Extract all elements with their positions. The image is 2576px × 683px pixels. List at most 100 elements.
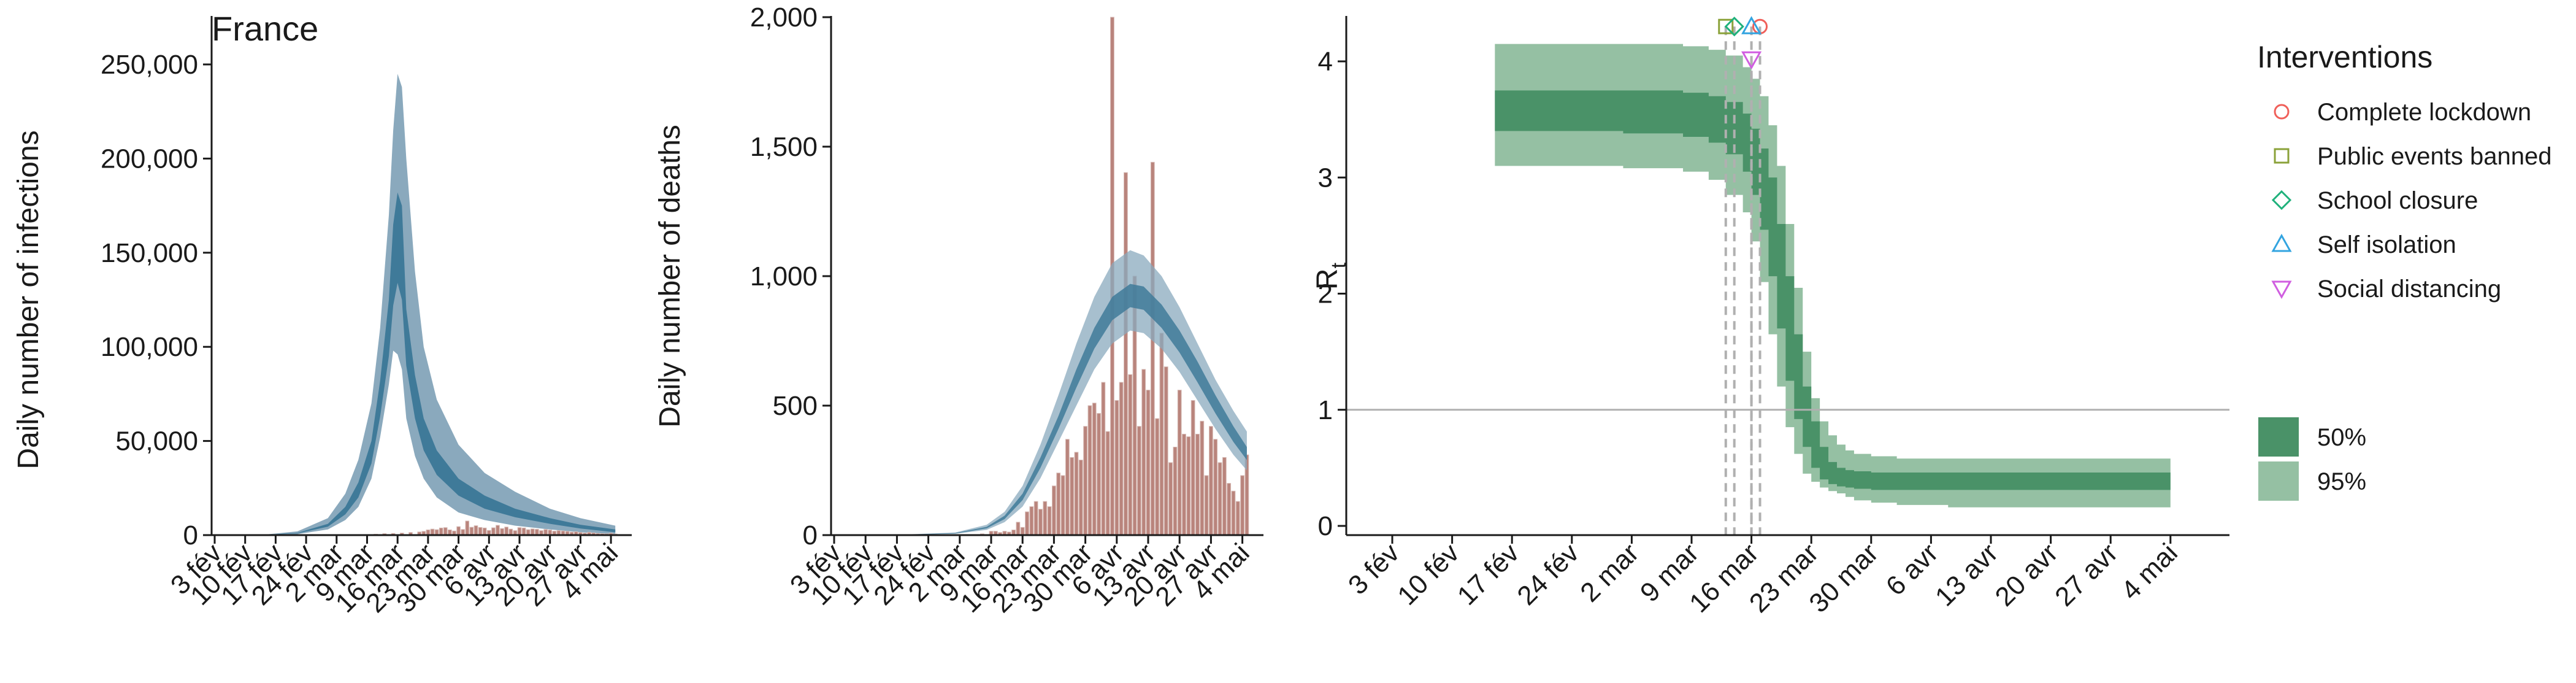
- legend-marker: [2274, 148, 2290, 164]
- death-bar: [1190, 400, 1195, 536]
- y-tick-label: 1,000: [750, 261, 818, 291]
- y-tick-label: 1: [1318, 395, 1333, 425]
- death-bar: [1051, 485, 1056, 536]
- y-axis-title: Rt: [1311, 262, 1351, 290]
- death-bar: [1070, 457, 1075, 536]
- y-tick-label: 0: [1318, 511, 1333, 541]
- death-bar: [1168, 462, 1173, 536]
- legend-band-label: 50%: [2317, 424, 2366, 451]
- x-tick-label: 13 avr: [1930, 538, 2004, 612]
- death-bar: [1016, 522, 1021, 536]
- y-tick-label: 2,000: [750, 2, 818, 33]
- legend-label: Complete lockdown: [2317, 99, 2531, 126]
- death-bar: [1217, 462, 1222, 536]
- death-bar: [1163, 366, 1168, 536]
- death-bar: [1065, 439, 1070, 536]
- legend-marker: [2271, 280, 2292, 299]
- death-bar: [1101, 382, 1106, 536]
- x-tick-label: 27 avr: [2049, 538, 2123, 612]
- case-bar: [504, 527, 509, 536]
- death-bar: [1208, 426, 1213, 536]
- legend: Interventions Complete lockdown Public eve…: [2257, 40, 2552, 501]
- legend-band-label: 95%: [2317, 468, 2366, 495]
- x-tick-label: 2 mar: [1574, 538, 1644, 608]
- y-axis-title-main: R: [1311, 268, 1344, 290]
- x-tick-label: 24 fév: [1511, 538, 1584, 611]
- death-bar: [1033, 501, 1038, 536]
- death-bar: [1222, 457, 1227, 536]
- case-bar: [521, 527, 526, 536]
- death-bar: [1020, 527, 1025, 536]
- case-bar: [443, 527, 448, 536]
- legend-band-swatch: [2258, 461, 2299, 501]
- legend-label: Public events banned: [2317, 143, 2552, 170]
- legend-marker: [2271, 233, 2292, 252]
- y-tick-label: 50,000: [115, 426, 198, 457]
- intervention-marker: [1724, 17, 1744, 37]
- death-bar: [1074, 452, 1079, 536]
- legend-title: Interventions: [2257, 40, 2432, 74]
- death-bar: [1182, 433, 1186, 536]
- death-bar: [1213, 439, 1218, 536]
- y-tick-label: 2: [1318, 279, 1333, 309]
- death-bar: [1141, 369, 1146, 536]
- legend-band-swatch: [2258, 417, 2299, 457]
- x-tick-label: 17 fév: [1452, 538, 1525, 611]
- y-tick-label: 1,500: [750, 132, 818, 162]
- death-bar: [1114, 400, 1119, 536]
- case-bar: [482, 527, 487, 536]
- death-bar: [1119, 382, 1124, 536]
- x-tick-label: 4 mai: [2115, 538, 2183, 606]
- y-axis-title-subscript: t: [1327, 262, 1351, 268]
- death-bar: [1029, 506, 1034, 536]
- case-bar: [456, 526, 461, 536]
- case-bar: [496, 525, 500, 536]
- y-tick-label: 250,000: [101, 50, 198, 80]
- intervention-marker: [1741, 51, 1762, 70]
- case-bar: [473, 525, 478, 536]
- death-bar: [1200, 420, 1205, 536]
- x-tick-label: 30 mar: [1803, 538, 1884, 618]
- case-bar: [491, 527, 496, 536]
- death-bar: [1146, 390, 1151, 536]
- death-bar: [1060, 475, 1065, 536]
- death-bar: [1155, 418, 1160, 536]
- death-bar: [1043, 501, 1048, 536]
- death-bar: [1083, 426, 1088, 536]
- death-bar: [1137, 426, 1141, 536]
- y-tick-label: 150,000: [101, 238, 198, 268]
- death-bar: [1092, 403, 1097, 536]
- death-bar: [1177, 390, 1182, 536]
- case-bar: [500, 528, 504, 536]
- death-bar: [1124, 172, 1128, 536]
- x-tick-label: 10 fév: [1392, 538, 1465, 611]
- death-bar: [1150, 161, 1155, 536]
- y-tick-label: 200,000: [101, 144, 198, 174]
- panel-title: France: [212, 9, 318, 48]
- intervention-marker: [1741, 16, 1762, 34]
- case-bar: [530, 528, 535, 536]
- death-bar: [1105, 431, 1110, 536]
- death-bar: [1087, 405, 1092, 536]
- death-bar: [1227, 483, 1232, 536]
- case-bar: [517, 527, 522, 536]
- y-tick-label: 4: [1318, 47, 1333, 77]
- legend-label: Social distancing: [2317, 276, 2501, 303]
- case-bar: [439, 527, 443, 536]
- death-bar: [1195, 433, 1200, 536]
- death-bar: [1240, 475, 1245, 536]
- y-tick-label: 100,000: [101, 332, 198, 362]
- y-axis-title: Daily number of infections: [12, 130, 45, 469]
- y-tick-label: 500: [773, 391, 818, 421]
- death-bar: [1047, 506, 1052, 536]
- death-bar: [1097, 413, 1101, 536]
- y-axis-title: Daily number of deaths: [654, 125, 686, 428]
- death-bar: [1231, 490, 1236, 536]
- death-bar: [1186, 436, 1191, 536]
- rt-band-50: [1495, 90, 2171, 490]
